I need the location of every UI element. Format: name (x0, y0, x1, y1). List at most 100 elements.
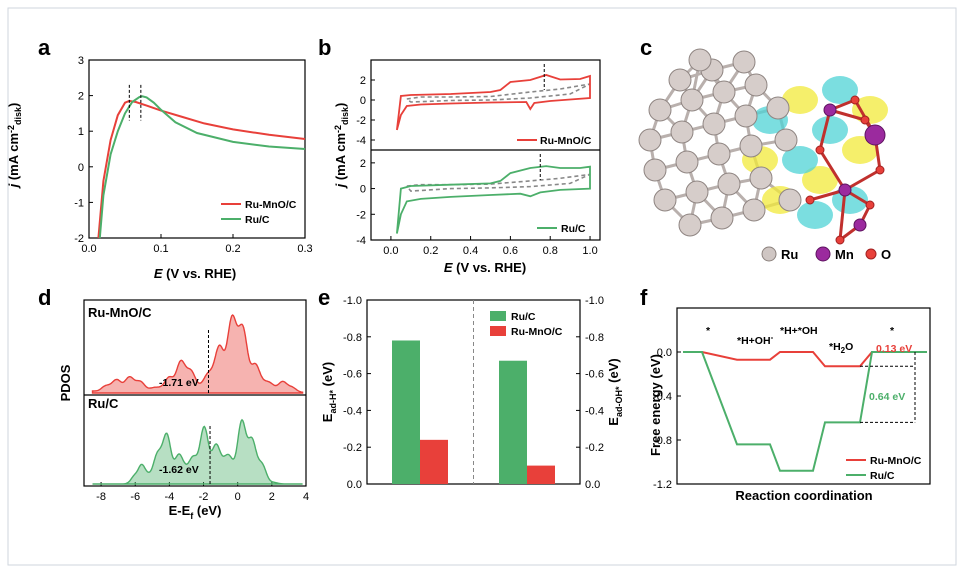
panel-label-f: f (640, 285, 648, 310)
b-xtick-label-5: 1.0 (582, 245, 597, 257)
state-label-3: *H+*OH (780, 325, 818, 337)
d-xtick-label-0: -8 (96, 491, 106, 503)
d-xtick-label-6: 4 (303, 491, 309, 503)
legend-label-ru-mno: Ru-MnO/C (245, 199, 297, 211)
state-label-4: *H2O (829, 341, 853, 355)
d-xtick-label-4: 0 (235, 491, 241, 503)
b0-ytick-label-1: -2 (356, 115, 366, 127)
ru-atom-11 (766, 96, 790, 120)
a-xtick-label-0: 0.0 (81, 243, 96, 255)
b-xtick-label-1: 0.2 (423, 245, 438, 257)
legend-swatch-e-ru-c (490, 311, 506, 321)
panel-a-plot: 0.0 0.1 0.2 0.3 -2 -1 0 1 2 3 (74, 55, 312, 255)
mn-atom-0 (864, 124, 886, 146)
ru-atom-3 (648, 98, 672, 122)
mn-o-bond (818, 109, 832, 151)
d-xtick-label-3: -2 (199, 491, 209, 503)
series-line-ru-c (98, 95, 306, 239)
ru-atom-22 (742, 198, 766, 222)
a-xtick-label-2: 0.2 (225, 243, 240, 255)
series-line-ru-mno-c (97, 99, 306, 239)
panel-b: b 0.0 0.2 0.4 0.6 0.8 1.0 -4 -2 0 2 -4 -2 0 2 j (mA c… (318, 35, 601, 275)
e-ytick-label-right-4: -0.8 (585, 332, 604, 344)
b1-ytick-label-1: -2 (356, 209, 366, 221)
e-ytick-label-right-3: -0.6 (585, 369, 604, 381)
panel-f-plot: 0.0 -0.4 -0.8 -1.2 (653, 307, 931, 491)
e-ytick-label-left-1: -0.2 (343, 442, 362, 454)
panel-d: d -8 -6 -4 -2 0 2 4 Ru-MnO/C Ru/C -1.71 eV -1.… (38, 285, 309, 521)
mn-atom-3 (853, 218, 867, 232)
e-ytick-label-left-5: -1.0 (343, 295, 362, 307)
legend-label-f-ru-c: Ru/C (870, 470, 895, 482)
o-atom-5 (805, 195, 815, 205)
mn-o-bond (838, 189, 847, 241)
o-atom-4 (835, 235, 845, 245)
structure-legend: Ru Mn O (761, 246, 891, 262)
ru-atom-legend-icon (761, 246, 777, 262)
e-ytick-label-left-2: -0.4 (343, 405, 362, 417)
a-ytick-label-2: 0 (78, 162, 84, 174)
panel-label-a: a (38, 35, 51, 60)
a-ytick-label-3: 1 (78, 126, 84, 138)
panel-a-ylabel: j (mA cm-2disk) (6, 103, 23, 190)
legend-ru: Ru (781, 247, 798, 262)
ru-atom-2 (732, 50, 756, 74)
e-ytick-label-right-1: -0.2 (585, 442, 604, 454)
d-xtick-label-5: 2 (269, 491, 275, 503)
panel-f: f 0.0 -0.4 -0.8 -1.2 Free energy (eV) React… (640, 285, 931, 503)
b-xtick-label-0: 0.0 (383, 245, 398, 257)
ru-atom-17 (685, 180, 709, 204)
a-ytick-label-0: -2 (74, 233, 84, 245)
charge-density-blob-1 (812, 116, 848, 144)
ru-mno-cluster-illustration (638, 48, 888, 245)
a-ytick-label-5: 3 (78, 55, 84, 67)
o-atom-6 (860, 115, 870, 125)
bar-ru-mno-c-1 (527, 465, 555, 484)
pdos-area-ru-c (92, 418, 303, 485)
mn-o-bond (844, 168, 881, 192)
panel-f-ylabel: Free energy (eV) (648, 354, 663, 456)
d-xtick-label-1: -6 (130, 491, 140, 503)
legend-label-e-ru-mno: Ru-MnO/C (511, 326, 563, 338)
ru-atom-25 (688, 48, 712, 72)
panel-d-xlabel: E-Ef (eV) (169, 503, 222, 521)
o-atom-2 (815, 145, 825, 155)
energy-profile-ru-mno-c (683, 351, 927, 368)
f-ytick-label-3: -1.2 (653, 479, 672, 491)
ru-atom-10 (734, 104, 758, 128)
f-ytick-label-1: -0.4 (653, 391, 672, 403)
ru-atom-8 (670, 120, 694, 144)
annotation-013: 0.13 eV (876, 343, 912, 355)
ru-atom-13 (675, 150, 699, 174)
ru-atom-19 (749, 166, 773, 190)
legend-o: O (881, 247, 891, 262)
ru-atom-7 (638, 128, 662, 152)
e-ytick-label-left-3: -0.6 (343, 369, 362, 381)
e-ytick-label-right-5: -1.0 (585, 295, 604, 307)
ru-atom-9 (702, 112, 726, 136)
a-xtick-label-1: 0.1 (153, 243, 168, 255)
ru-atom-14 (707, 142, 731, 166)
d-band-center-ru-mno: -1.71 eV (159, 377, 199, 389)
panel-b-xlabel: E (V vs. RHE) (444, 260, 526, 275)
f-ytick-label-2: -0.8 (653, 435, 672, 447)
e-ytick-label-left-4: -0.8 (343, 332, 362, 344)
ru-atom-18 (717, 172, 741, 196)
legend-mn: Mn (835, 247, 854, 262)
ru-atom-21 (710, 206, 734, 230)
ru-atom-16 (653, 188, 677, 212)
legend-label-f-ru-mno: Ru-MnO/C (870, 455, 922, 467)
panel-d-ylabel: PDOS (58, 364, 73, 401)
b1-ytick-label-3: 2 (360, 158, 366, 170)
charge-density-blob-0 (782, 86, 818, 114)
mn-o-bond (818, 149, 847, 191)
state-label-2: *H+OH- (737, 333, 774, 347)
ru-atom-15 (739, 134, 763, 158)
o-atom-3 (865, 200, 875, 210)
state-label-5: * (890, 325, 895, 337)
ru-atom-23 (774, 128, 798, 152)
o-atom-1 (875, 165, 885, 175)
o-atom-legend-icon (865, 248, 877, 260)
figure-frame (7, 7, 957, 566)
